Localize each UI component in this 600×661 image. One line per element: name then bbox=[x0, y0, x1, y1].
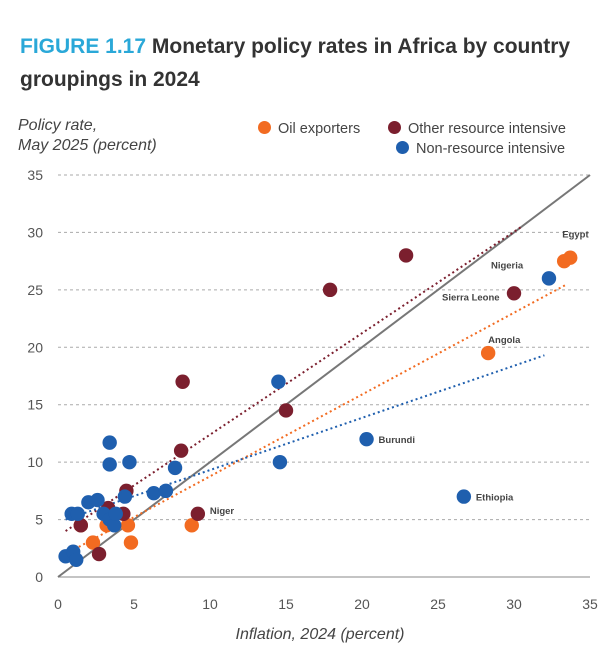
point-oil-8 bbox=[563, 250, 578, 265]
legend-item-oil-exporters: Oil exporters bbox=[258, 121, 360, 137]
point-non_resource-20 bbox=[359, 431, 374, 447]
point-non_resource-9 bbox=[107, 518, 122, 533]
point-non_resource-19 bbox=[272, 454, 288, 470]
point-non_resource-15 bbox=[146, 485, 161, 501]
y-tick-label-0: 0 bbox=[35, 569, 43, 585]
y-axis-label: Policy rate, May 2025 (percent) bbox=[18, 116, 157, 156]
point-oil-5 bbox=[184, 518, 199, 533]
legend-label-non-resource-intensive: Non-resource intensive bbox=[416, 141, 566, 157]
y-tick-label-35: 35 bbox=[27, 167, 43, 183]
point-other_resource-10 bbox=[398, 248, 414, 263]
point-label-angola: Angola bbox=[488, 335, 521, 346]
legend-marker-other-resource-icon bbox=[388, 121, 401, 134]
point-non_resource-21 bbox=[456, 489, 472, 504]
x-tick-label-0: 0 bbox=[54, 596, 62, 612]
x-tick-label-10: 10 bbox=[202, 596, 218, 612]
point-non_resource-2 bbox=[69, 552, 84, 567]
point-other_resource-8 bbox=[278, 403, 294, 418]
point-oil-4 bbox=[123, 535, 139, 550]
legend-item-non-resource-intensive: Non-resource intensive bbox=[396, 141, 565, 157]
point-non_resource-12 bbox=[102, 457, 117, 472]
x-tick-label-25: 25 bbox=[430, 596, 446, 612]
y-tick-label-30: 30 bbox=[27, 224, 43, 240]
legend-marker-non-resource-icon bbox=[396, 141, 409, 154]
point-other_resource-9 bbox=[322, 282, 338, 298]
point-oil-3 bbox=[120, 518, 136, 533]
y-tick-label-15: 15 bbox=[27, 397, 43, 413]
point-non_resource-22 bbox=[541, 271, 557, 286]
point-label-sierra-leone: Sierra Leone bbox=[442, 292, 500, 303]
point-label-niger: Niger bbox=[210, 506, 235, 517]
point-non_resource-17 bbox=[167, 460, 183, 476]
figure-title: FIGURE 1.17 Monetary policy rates in Afr… bbox=[20, 30, 590, 96]
point-oil-1 bbox=[85, 535, 101, 550]
point-other_resource-6 bbox=[175, 374, 190, 389]
point-label-ethiopia: Ethiopia bbox=[476, 493, 514, 504]
point-oil-6 bbox=[480, 345, 496, 361]
trend-lines bbox=[57, 174, 591, 578]
x-tick-label-20: 20 bbox=[354, 596, 370, 612]
figure-number: FIGURE 1.17 bbox=[20, 35, 147, 58]
point-non_resource-18 bbox=[271, 374, 286, 389]
point-non_resource-13 bbox=[102, 435, 117, 450]
data-points bbox=[58, 248, 578, 567]
point-other_resource-1 bbox=[91, 546, 107, 562]
point-labels: Angola Egypt Niger Sierra Leone Burundi Ethio… bbox=[210, 230, 590, 517]
point-non_resource-10 bbox=[108, 506, 123, 522]
y-tick-label-10: 10 bbox=[27, 454, 43, 470]
trend-line-oil bbox=[65, 283, 568, 555]
point-non_resource-4 bbox=[70, 506, 85, 522]
point-other_resource-7 bbox=[190, 506, 206, 522]
point-other_resource-11 bbox=[506, 286, 522, 301]
trend-line-other_resource bbox=[65, 225, 523, 532]
point-label-egypt: Egypt bbox=[562, 230, 589, 241]
x-tick-label-5: 5 bbox=[130, 596, 138, 612]
legend-item-other-resource-intensive: Other resource intensive bbox=[388, 121, 566, 137]
legend-label-oil-exporters: Oil exporters bbox=[278, 121, 361, 137]
x-tick-label-30: 30 bbox=[506, 596, 522, 612]
point-non_resource-14 bbox=[122, 454, 137, 470]
y-tick-label-5: 5 bbox=[35, 512, 43, 528]
point-label-burundi: Burundi bbox=[379, 435, 415, 446]
point-non_resource-11 bbox=[117, 489, 133, 504]
point-label-nigeria: Nigeria bbox=[491, 260, 524, 271]
point-other_resource-0 bbox=[73, 518, 89, 533]
point-non_resource-16 bbox=[158, 483, 174, 499]
trend-line-non_resource bbox=[65, 354, 545, 521]
point-other_resource-5 bbox=[173, 443, 189, 458]
y-tick-label-25: 25 bbox=[27, 282, 43, 298]
x-axis-label: Inflation, 2024 (percent) bbox=[235, 626, 405, 643]
x-tick-label-35: 35 bbox=[582, 596, 598, 612]
gridlines bbox=[58, 174, 590, 521]
point-non_resource-6 bbox=[90, 492, 105, 508]
legend-marker-oil-icon bbox=[258, 121, 271, 134]
figure-title-text: Monetary policy rates in Africa by count… bbox=[20, 35, 571, 91]
legend-label-other-resource-intensive: Other resource intensive bbox=[408, 121, 566, 137]
tick-labels: 0 5 10 15 20 25 30 35 0 5 10 15 20 25 30 35 bbox=[27, 167, 598, 612]
x-tick-label-15: 15 bbox=[278, 596, 294, 612]
y-tick-label-20: 20 bbox=[27, 339, 43, 355]
y-axis-label-line2: May 2025 (percent) bbox=[18, 137, 157, 154]
reference-line-45-degree bbox=[57, 174, 591, 578]
y-axis-label-line1: Policy rate, bbox=[18, 117, 98, 134]
